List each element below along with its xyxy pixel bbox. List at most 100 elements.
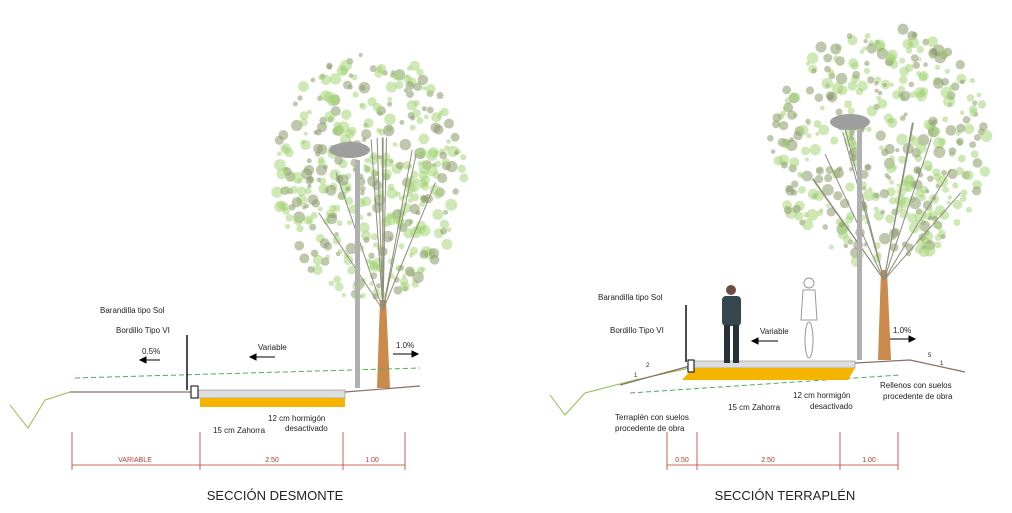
arrow xyxy=(250,354,275,360)
tree-part xyxy=(771,149,776,154)
tree-part xyxy=(367,97,376,106)
gravel xyxy=(198,390,345,398)
tree-part xyxy=(973,158,983,168)
tree-part xyxy=(833,191,842,200)
tree-part xyxy=(298,81,309,92)
tree-part xyxy=(843,243,848,248)
tree-part xyxy=(883,83,887,87)
tree-part xyxy=(960,111,964,115)
tree-part xyxy=(888,118,894,124)
tree-part xyxy=(815,41,826,52)
tree-part xyxy=(452,188,458,194)
tree-part xyxy=(960,80,965,85)
concrete xyxy=(682,368,855,380)
tree-part xyxy=(783,105,789,111)
label: 15 cm Zahorra xyxy=(728,403,781,412)
label: 15 cm Zahorra xyxy=(213,426,266,435)
tree-part xyxy=(940,49,948,57)
tree-part xyxy=(412,271,424,283)
tree-part xyxy=(782,141,790,149)
tree-part xyxy=(347,220,352,225)
tree-part xyxy=(387,101,392,106)
tree-part xyxy=(824,174,832,182)
tree-part xyxy=(402,274,406,278)
tree-part xyxy=(313,130,318,135)
tree-part xyxy=(393,142,398,147)
tree-part xyxy=(886,163,896,173)
embankment xyxy=(620,366,690,385)
tree-part xyxy=(930,55,934,59)
tree-part xyxy=(326,63,332,69)
tree-part xyxy=(377,66,383,72)
label: 1 xyxy=(634,373,638,379)
tree-part xyxy=(331,95,340,104)
tree-part xyxy=(915,245,924,254)
tree-part xyxy=(422,106,427,111)
person xyxy=(722,285,741,363)
tree-part xyxy=(889,180,894,185)
tree-part xyxy=(945,69,950,74)
tree-part xyxy=(308,266,315,273)
tree-part xyxy=(387,97,392,102)
cyclist xyxy=(801,278,817,358)
tree-part xyxy=(307,176,314,183)
label: 1.0% xyxy=(396,341,414,350)
tree-part xyxy=(863,46,867,50)
label: Bordillo Tipo VI xyxy=(610,326,664,335)
tree-part xyxy=(806,86,814,94)
tree-part xyxy=(956,124,965,133)
tree-part xyxy=(969,105,977,113)
tree-part xyxy=(877,99,887,109)
tree-part xyxy=(392,71,401,80)
tree-part xyxy=(867,76,874,83)
tree-part xyxy=(321,75,331,85)
tree-part xyxy=(906,47,913,54)
tree-part xyxy=(286,214,294,222)
tree-part xyxy=(879,145,884,150)
tree-part xyxy=(341,109,351,119)
tree-part xyxy=(852,71,860,79)
label: Variable xyxy=(258,343,287,352)
tree-part xyxy=(799,174,803,178)
tree-part xyxy=(928,216,932,220)
tree-part xyxy=(926,165,933,172)
tree-part xyxy=(780,111,786,117)
tree-part xyxy=(442,158,450,166)
label: Bordillo Tipo VI xyxy=(116,326,170,335)
tree-part xyxy=(961,189,968,196)
label: procedente de obra xyxy=(883,392,953,401)
tree-part xyxy=(792,205,800,213)
arrow xyxy=(890,336,915,342)
tree-part xyxy=(342,293,346,297)
tree-part xyxy=(349,73,353,77)
tree-part xyxy=(890,83,894,87)
lamp-head xyxy=(830,114,870,130)
tree-part xyxy=(337,65,348,76)
tree-part xyxy=(320,238,330,248)
tree-part xyxy=(419,225,430,236)
tree-part xyxy=(958,155,966,163)
tree-part xyxy=(376,283,381,288)
tree-part xyxy=(400,282,410,292)
tree-part xyxy=(458,165,466,173)
tree-part xyxy=(880,189,890,199)
tree-part xyxy=(816,167,824,175)
tree-part xyxy=(318,207,323,212)
tree-part xyxy=(806,133,811,138)
tree-part xyxy=(386,82,397,93)
label: Rellenos con suelos xyxy=(880,381,952,390)
tree-part xyxy=(362,138,366,142)
tree-part xyxy=(980,130,992,142)
tree-part xyxy=(836,108,843,115)
tree-part xyxy=(805,157,809,161)
tree-part xyxy=(837,166,842,171)
tree-part xyxy=(865,33,871,39)
tree-part xyxy=(845,130,884,280)
tree-part xyxy=(808,189,819,200)
label: Variable xyxy=(760,327,789,336)
tree-part xyxy=(956,138,964,146)
tree-part xyxy=(824,66,831,73)
tree-part xyxy=(919,194,926,201)
tree-part xyxy=(935,65,940,70)
tree-part xyxy=(811,68,816,73)
